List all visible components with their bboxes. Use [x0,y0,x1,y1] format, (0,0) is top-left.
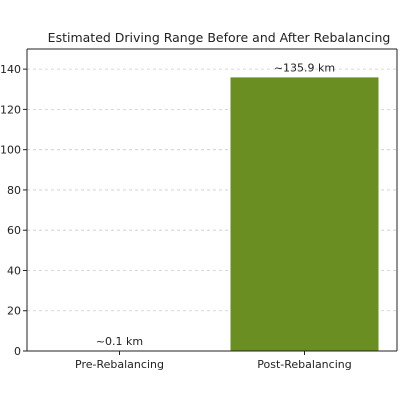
data-label: ~135.9 km [274,61,335,74]
x-tick-label: Post-Rebalancing [257,358,351,371]
y-tick-label: 40 [7,264,21,277]
x-tick-label: Pre-Rebalancing [75,358,164,371]
bar-post-rebalancing [231,77,379,351]
bar-layer [46,77,379,351]
y-tick-label: 0 [14,345,21,358]
data-label: ~0.1 km [96,335,143,348]
y-tick-label: 80 [7,184,21,197]
y-tick-label: 100 [0,144,21,157]
y-tick-label: 60 [7,224,21,237]
y-tick-label: 20 [7,305,21,318]
y-tick-label: 140 [0,63,21,76]
y-tick-label: 120 [0,103,21,116]
chart-title: Estimated Driving Range Before and After… [48,30,391,45]
